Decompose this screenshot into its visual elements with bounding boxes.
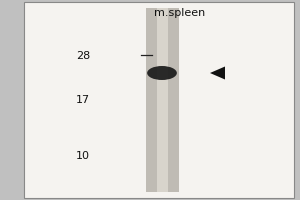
Ellipse shape xyxy=(147,66,177,80)
Bar xyxy=(146,8,157,192)
Text: 10: 10 xyxy=(76,151,90,161)
Polygon shape xyxy=(210,66,225,79)
Text: m.spleen: m.spleen xyxy=(154,8,206,18)
Text: 17: 17 xyxy=(76,95,90,105)
Text: 28: 28 xyxy=(76,51,90,61)
Bar xyxy=(167,8,178,192)
Bar xyxy=(157,8,167,192)
